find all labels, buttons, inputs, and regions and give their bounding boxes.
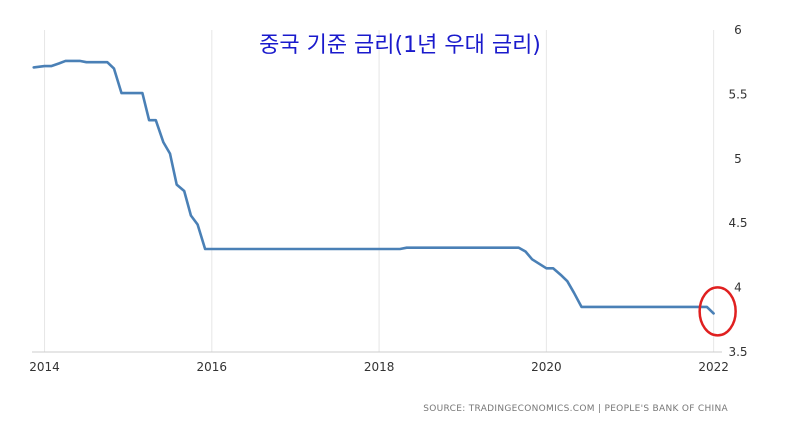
y-tick-label: 4 [734,281,742,295]
y-tick-label: 4.5 [728,216,747,230]
grid-lines [44,30,715,352]
chart-source: SOURCE: TRADINGECONOMICS.COM | PEOPLE'S … [423,404,728,414]
x-tick-label: 2016 [197,360,228,374]
y-tick-label: 5 [734,152,742,166]
chart-title: 중국 기준 금리(1년 우대 금리) [259,33,541,58]
x-tick-label: 2022 [698,360,729,374]
x-axis: 2014 2016 2018 2020 2022 [29,360,729,374]
latest-value-highlight-circle [698,286,737,337]
y-tick-label: 3.5 [728,345,747,359]
x-tick-label: 2014 [29,360,60,374]
y-tick-label: 5.5 [728,87,747,101]
x-tick-label: 2020 [531,360,562,374]
x-tick-label: 2018 [364,360,395,374]
rate-line [32,59,715,315]
y-axis: 3.5 4 4.5 5 5.5 6 [728,23,747,359]
y-tick-label: 6 [734,23,742,37]
